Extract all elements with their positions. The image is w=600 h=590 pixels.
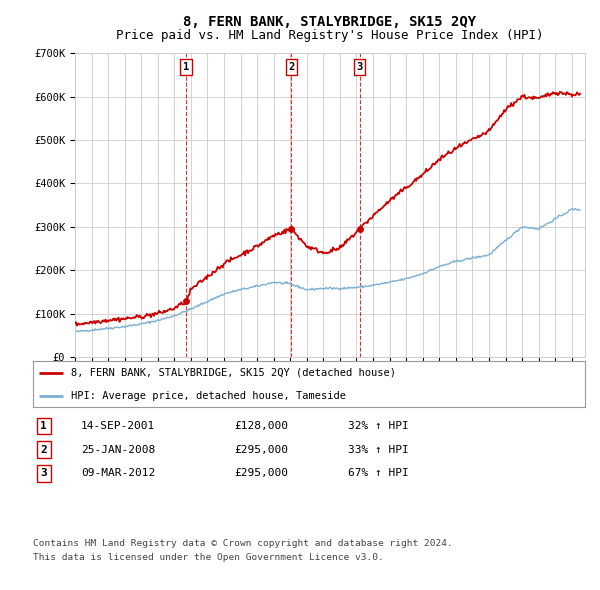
Text: 25-JAN-2008: 25-JAN-2008 <box>81 445 155 454</box>
Text: 1: 1 <box>40 421 47 431</box>
Text: 14-SEP-2001: 14-SEP-2001 <box>81 421 155 431</box>
Text: 3: 3 <box>40 468 47 478</box>
Text: Price paid vs. HM Land Registry's House Price Index (HPI): Price paid vs. HM Land Registry's House … <box>116 29 544 42</box>
Text: 67% ↑ HPI: 67% ↑ HPI <box>348 468 409 478</box>
Text: £128,000: £128,000 <box>234 421 288 431</box>
Text: 3: 3 <box>356 62 363 72</box>
Text: 8, FERN BANK, STALYBRIDGE, SK15 2QY (detached house): 8, FERN BANK, STALYBRIDGE, SK15 2QY (det… <box>71 368 395 378</box>
Text: Contains HM Land Registry data © Crown copyright and database right 2024.: Contains HM Land Registry data © Crown c… <box>33 539 453 548</box>
Text: HPI: Average price, detached house, Tameside: HPI: Average price, detached house, Tame… <box>71 391 346 401</box>
Text: 8, FERN BANK, STALYBRIDGE, SK15 2QY: 8, FERN BANK, STALYBRIDGE, SK15 2QY <box>184 15 476 30</box>
Text: 33% ↑ HPI: 33% ↑ HPI <box>348 445 409 454</box>
Text: 1: 1 <box>183 62 189 72</box>
Text: This data is licensed under the Open Government Licence v3.0.: This data is licensed under the Open Gov… <box>33 553 384 562</box>
Text: £295,000: £295,000 <box>234 445 288 454</box>
Text: 09-MAR-2012: 09-MAR-2012 <box>81 468 155 478</box>
Text: 32% ↑ HPI: 32% ↑ HPI <box>348 421 409 431</box>
Text: £295,000: £295,000 <box>234 468 288 478</box>
Text: 2: 2 <box>40 445 47 454</box>
Text: 2: 2 <box>288 62 295 72</box>
